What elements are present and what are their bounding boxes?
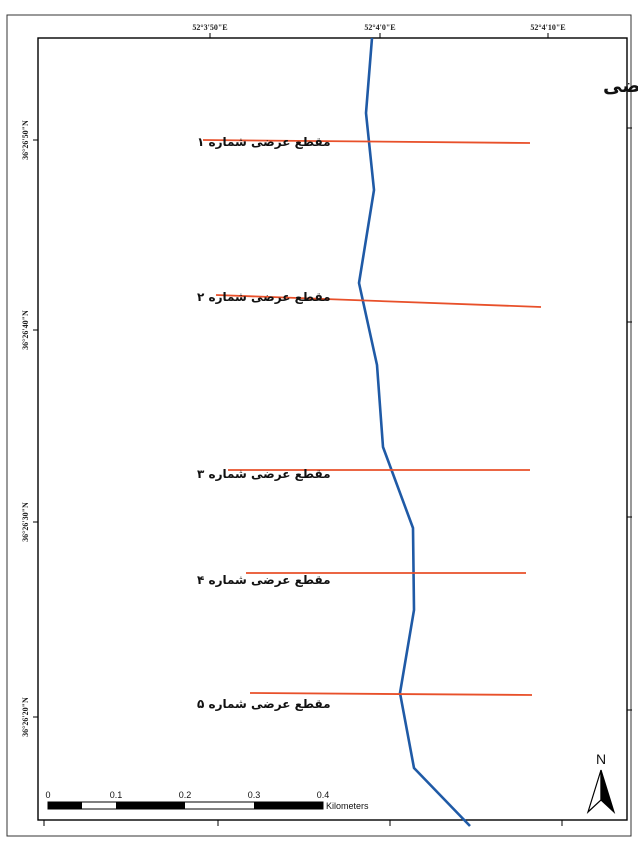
cross-section-label-3: مقطع عرضی شماره ۳ [197,467,331,481]
scale-bar-segment [254,802,323,809]
scale-tick-label: 0 [45,790,50,800]
cross-section-label-1: مقطع عرضی شماره ۱ [197,135,331,149]
scale-unit-label: Kilometers [326,801,369,811]
north-arrow-icon: N [586,751,616,814]
cross-section-label-4: مقطع عرضی شماره ۴ [197,573,331,587]
top-tick-label: 52°4'10"E [530,23,565,32]
scale-bar-segment [116,802,185,809]
scale-bar: 0 0.1 0.2 0.3 0.4 Kilometers [45,790,369,811]
left-tick-label: 36°26'30"N [21,502,30,542]
north-arrow-right-half [600,769,616,814]
north-arrow-label: N [596,751,606,767]
cross-section-line-5 [249,692,533,696]
scale-tick-label: 0.1 [110,790,123,800]
scale-tick-label: 0.3 [248,790,261,800]
map-outer-border [6,14,632,837]
left-tick-label: 36°26'50"N [21,120,30,160]
scale-tick-label: 0.4 [317,790,330,800]
scale-tick-label: 0.2 [179,790,192,800]
cross-section-label-2: مقطع عرضی شماره ۲ [197,290,331,304]
cross-section-line-1 [202,139,531,144]
river-line [357,37,471,827]
top-tick-label: 52°3'50"E [192,23,227,32]
scale-bar-segment [48,802,82,809]
left-tick-label: 36°26'20"N [21,697,30,737]
map-frame [37,37,628,821]
left-tick-label: 36°26'40"N [21,310,30,350]
cross-section-line-2 [215,294,542,308]
top-tick-label: 52°4'0"E [364,23,395,32]
map-title: موقعیت مقاطع عرضی [603,75,638,97]
cross-section-label-5: مقطع عرضی شماره ۵ [197,697,331,711]
